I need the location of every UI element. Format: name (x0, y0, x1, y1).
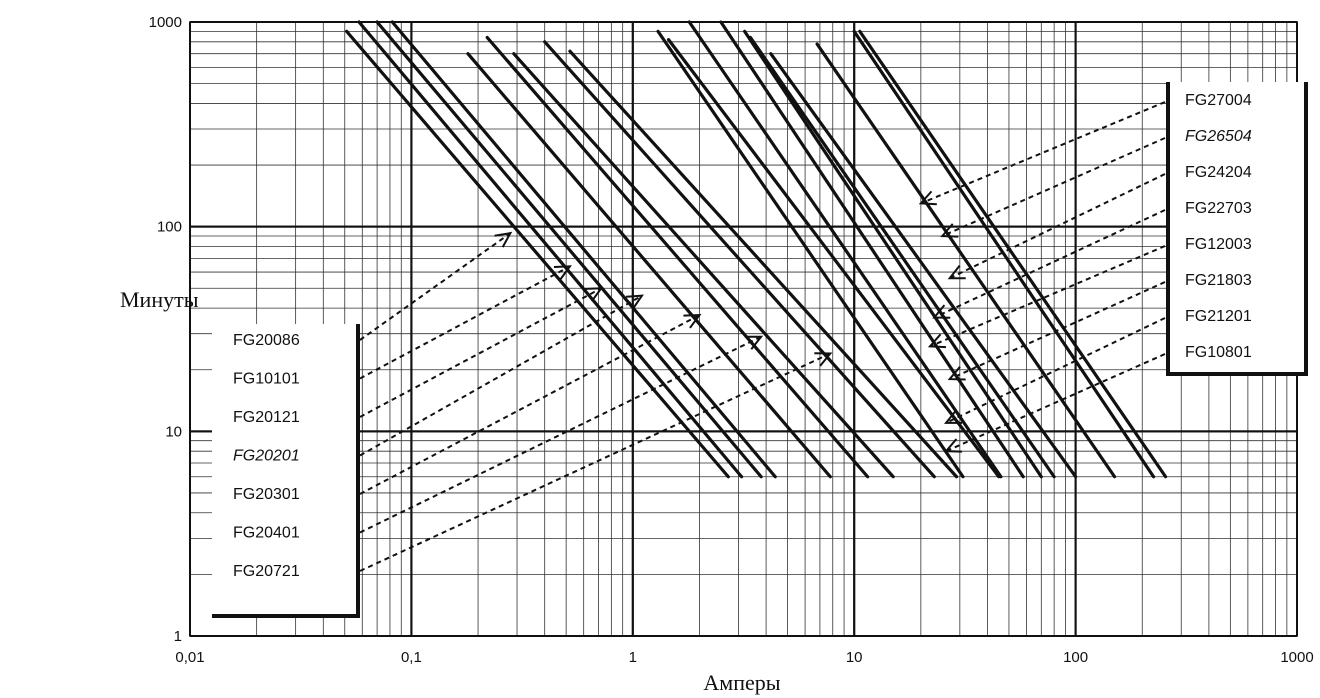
arrowhead (745, 335, 764, 350)
arrowhead (940, 223, 959, 238)
fuse-curve (375, 20, 763, 479)
leader-line (359, 294, 643, 457)
arrowhead (585, 287, 604, 302)
arrowhead (932, 304, 951, 319)
arrowhead (944, 409, 963, 424)
fuse-curve (390, 20, 777, 479)
series-label: FG21803 (1185, 272, 1252, 289)
fuse-curve (666, 38, 1001, 479)
arrowhead (943, 438, 963, 453)
arrowhead (814, 352, 833, 367)
series-label: FG21201 (1185, 308, 1252, 325)
fuse-curve (719, 20, 1025, 479)
y-tick-label: 100 (157, 219, 182, 236)
arrowhead (918, 190, 937, 206)
fuse-curve (485, 35, 870, 479)
leader-line (929, 245, 1166, 348)
fuse-curve (568, 49, 959, 479)
series-label: FG20721 (233, 563, 300, 580)
fuse-curve (815, 42, 1117, 479)
x-tick-label: 100 (1063, 649, 1088, 666)
fuse-curve (687, 20, 1003, 479)
arrowhead (947, 366, 966, 381)
x-tick-label: 0,1 (401, 649, 422, 666)
fuse-curve (748, 35, 1056, 479)
series-label: FG20086 (233, 332, 300, 349)
y-tick-label: 10 (165, 423, 182, 440)
series-label: FG20121 (233, 409, 300, 426)
series-label: FG12003 (1185, 236, 1252, 253)
leader-line (359, 314, 700, 495)
x-tick-label: 1000 (1280, 649, 1313, 666)
series-label: FG10101 (233, 371, 300, 388)
arrowhead (927, 333, 947, 349)
left-legend-labels: FG20086 FG10101 FG20121 FG20201 FG20301 FG204… (233, 332, 300, 580)
series-label: FG20201 (233, 448, 300, 465)
leader-line (949, 281, 1166, 380)
leader-line (941, 137, 1166, 237)
series-label: FG26504 (1185, 128, 1252, 145)
fuse-curve (852, 29, 1156, 479)
y-axis-title: Минуты (120, 287, 199, 312)
right-legend-labels: FG27004 FG26504 FG24204 FG22703 FG12003 FG218… (1185, 92, 1252, 361)
arrowhead (553, 265, 572, 280)
x-axis-title: Амперы (703, 670, 780, 695)
fuse-curve (357, 20, 744, 479)
leader-line (933, 209, 1166, 319)
fuse-curve (858, 29, 1168, 479)
fuse-curves (345, 20, 1168, 479)
series-label: FG24204 (1185, 164, 1252, 181)
leader-line (920, 101, 1166, 205)
y-tick-labels: 1 10 100 1000 (149, 14, 182, 645)
legend-box-right: FG27004 FG26504 FG24204 FG22703 FG12003 FG218… (1166, 82, 1308, 376)
y-tick-label: 1 (174, 628, 182, 645)
x-tick-label: 0,01 (175, 649, 204, 666)
leader-line (949, 173, 1166, 280)
series-label: FG27004 (1185, 92, 1252, 109)
series-label: FG20401 (233, 525, 300, 542)
fuse-curve (656, 29, 965, 479)
arrowhead (947, 265, 966, 280)
fuse-curve (466, 52, 832, 479)
x-tick-labels: 0,01 0,1 1 10 100 1000 (175, 649, 1313, 666)
fuse-curve (543, 40, 936, 479)
x-tick-label: 10 (846, 649, 863, 666)
fuse-curve (345, 29, 730, 479)
arrowhead (683, 313, 702, 329)
leader-line (945, 353, 1166, 453)
leader-line (359, 287, 602, 418)
series-label: FG20301 (233, 486, 300, 503)
series-label: FG10801 (1185, 344, 1252, 361)
fuse-curve (743, 29, 1043, 479)
fuse-curve (769, 52, 1078, 479)
leader-line (359, 335, 762, 534)
fuse-curve (512, 52, 895, 479)
legend-box-left: FG20086 FG10101 FG20121 FG20201 FG20301 FG204… (212, 324, 360, 618)
leader-line (359, 265, 571, 380)
leader-line (359, 232, 511, 341)
series-label: FG22703 (1185, 200, 1252, 217)
y-tick-label: 1000 (149, 14, 182, 31)
arrowhead (625, 294, 644, 310)
arrowhead (494, 231, 513, 248)
leader-line (945, 317, 1166, 424)
x-tick-label: 1 (629, 649, 637, 666)
label-leaders (359, 101, 1166, 572)
